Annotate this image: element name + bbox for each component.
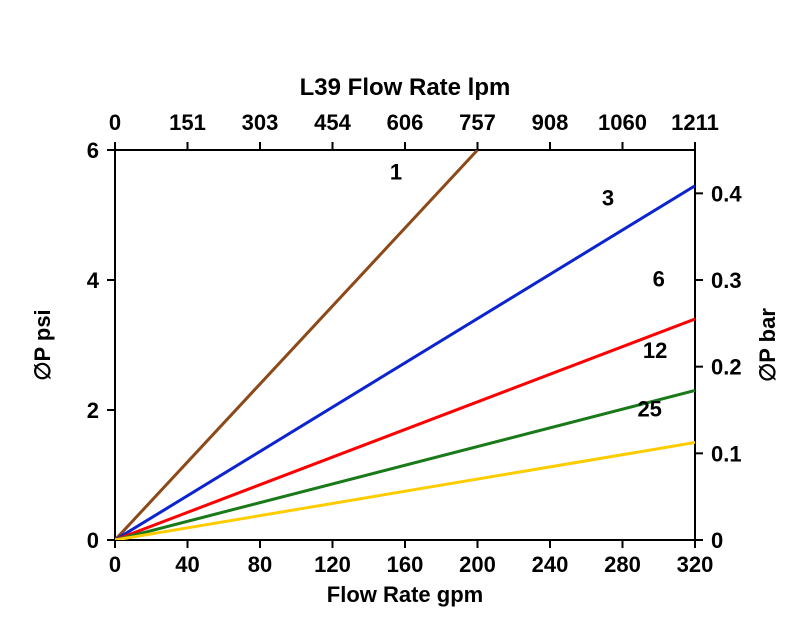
y-right-tick-label: 0.1 bbox=[711, 441, 742, 466]
x-top-tick-label: 151 bbox=[169, 110, 206, 135]
y-left-tick-label: 6 bbox=[87, 138, 99, 163]
series-line-1 bbox=[115, 150, 478, 540]
y-right-tick-label: 0.3 bbox=[711, 268, 742, 293]
x-bottom-tick-label: 40 bbox=[175, 552, 199, 577]
x-bottom-tick-label: 320 bbox=[677, 552, 714, 577]
chart-container: 0408012016020024028032001513034546067579… bbox=[0, 0, 808, 636]
series-line-6 bbox=[115, 319, 695, 540]
series-line-12 bbox=[115, 391, 695, 541]
series-label-6: 6 bbox=[653, 267, 665, 292]
x-top-tick-label: 0 bbox=[109, 110, 121, 135]
x-bottom-tick-label: 200 bbox=[459, 552, 496, 577]
series-label-1: 1 bbox=[390, 159, 402, 184]
x-bottom-tick-label: 240 bbox=[532, 552, 569, 577]
x-bottom-tick-label: 0 bbox=[109, 552, 121, 577]
series-label-3: 3 bbox=[602, 185, 614, 210]
chart-title-top: L39 Flow Rate lpm bbox=[300, 74, 511, 101]
y-right-tick-label: 0.4 bbox=[711, 181, 742, 206]
x-top-tick-label: 606 bbox=[387, 110, 424, 135]
y-axis-label-right: ∅P bar bbox=[755, 308, 780, 382]
y-left-tick-label: 0 bbox=[87, 528, 99, 553]
y-left-tick-label: 2 bbox=[87, 398, 99, 423]
y-left-tick-label: 4 bbox=[87, 268, 100, 293]
x-bottom-tick-label: 160 bbox=[387, 552, 424, 577]
x-top-tick-label: 1211 bbox=[671, 110, 719, 135]
series-label-12: 12 bbox=[643, 338, 667, 363]
x-bottom-tick-label: 120 bbox=[314, 552, 351, 577]
y-axis-label-left: ∅P psi bbox=[30, 309, 55, 380]
chart-svg: 0408012016020024028032001513034546067579… bbox=[0, 0, 808, 636]
x-bottom-tick-label: 80 bbox=[248, 552, 272, 577]
x-top-tick-label: 1060 bbox=[598, 110, 647, 135]
series-line-3 bbox=[115, 186, 695, 540]
y-right-tick-label: 0.2 bbox=[711, 355, 742, 380]
y-right-tick-label: 0 bbox=[711, 528, 723, 553]
x-top-tick-label: 303 bbox=[242, 110, 279, 135]
x-axis-label-bottom: Flow Rate gpm bbox=[327, 582, 483, 607]
x-bottom-tick-label: 280 bbox=[604, 552, 641, 577]
series-line-25 bbox=[115, 443, 695, 541]
x-top-tick-label: 908 bbox=[532, 110, 569, 135]
x-top-tick-label: 757 bbox=[459, 110, 496, 135]
series-label-25: 25 bbox=[637, 397, 661, 422]
x-top-tick-label: 454 bbox=[314, 110, 351, 135]
